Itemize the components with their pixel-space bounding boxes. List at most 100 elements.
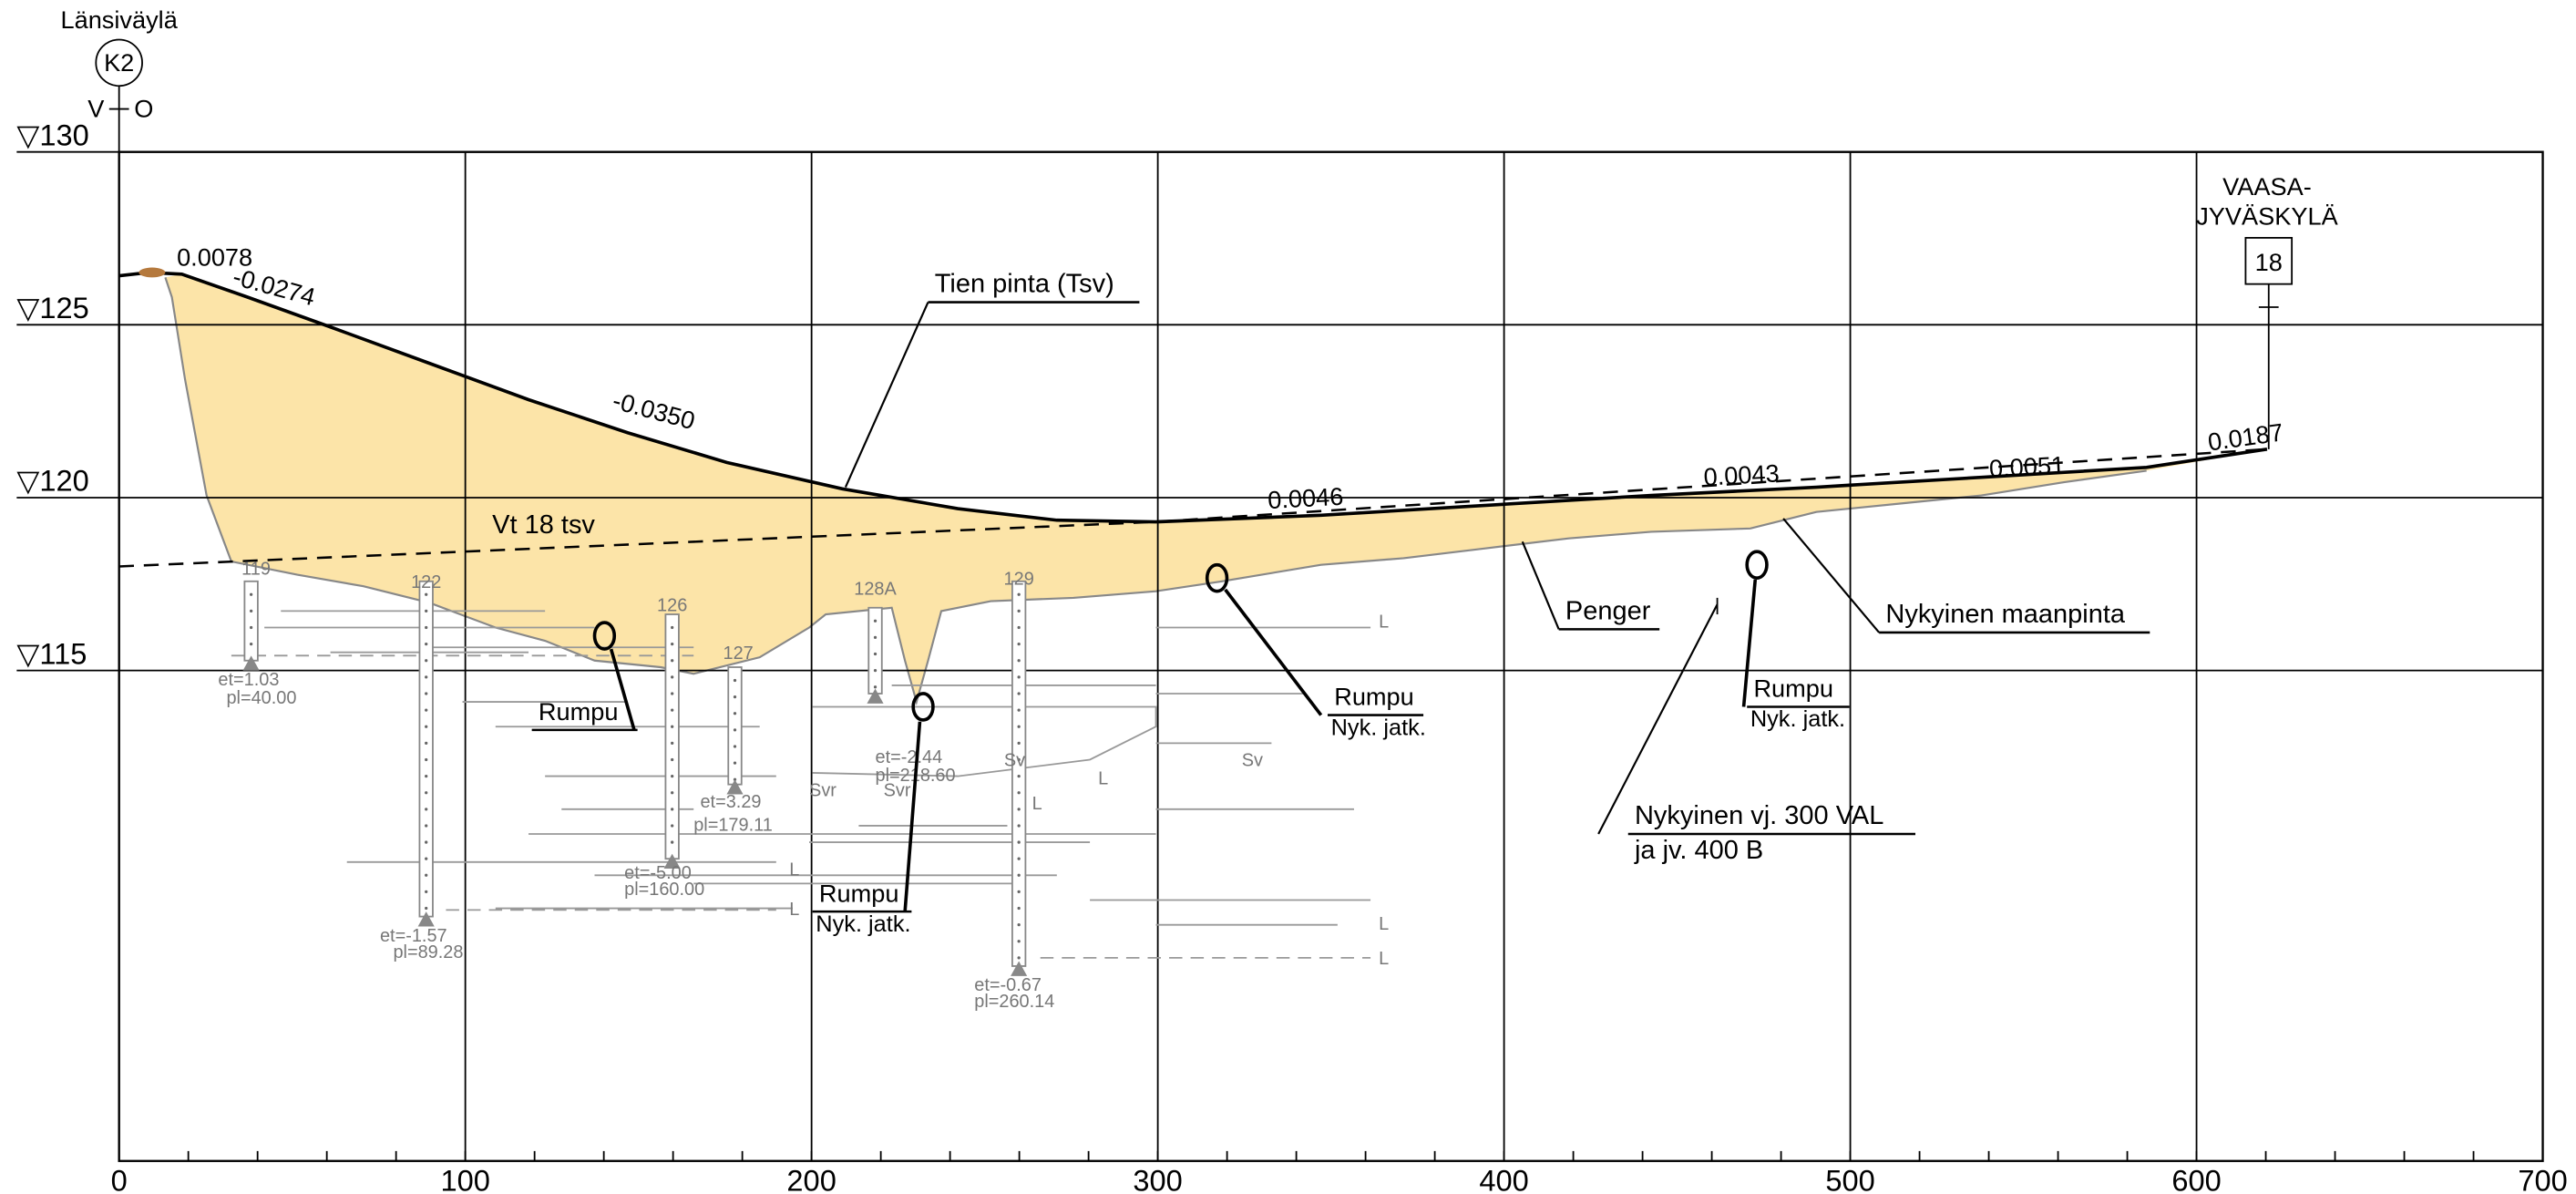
culvert-label: Rumpu (1753, 674, 1833, 703)
soil-label: L (1379, 612, 1389, 633)
x-tick-label: 600 (2171, 1163, 2221, 1194)
borehole-dot (873, 619, 877, 623)
slope-label: -0.0350 (610, 386, 698, 435)
embankment-label: Penger (1565, 596, 1651, 625)
borehole-dot (671, 625, 674, 630)
borehole-pl: pl=40.00 (226, 688, 296, 708)
culvert-note: Nyk. jatk. (816, 911, 910, 937)
borehole-dot (1017, 808, 1021, 811)
borehole-dot (733, 728, 737, 732)
culvert-note: Nyk. jatk. (1331, 715, 1426, 740)
borehole-dot (733, 745, 737, 748)
crossing-label: ja jv. 400 B (1634, 836, 1763, 865)
borehole-dot (249, 609, 253, 613)
borehole-end (663, 853, 681, 870)
right-road-name: JYVÄSKYLÄ (2196, 201, 2338, 230)
soil-label: Sv (1004, 751, 1025, 771)
fill-area (165, 273, 2267, 703)
soil-label: L (1379, 949, 1389, 969)
culvert-leader (1741, 579, 1758, 707)
borehole-dot (425, 808, 428, 811)
borehole-dot (1017, 890, 1021, 894)
borehole (418, 580, 434, 918)
slope-label: 0.0046 (1267, 482, 1344, 514)
left-o: O (134, 95, 153, 123)
borehole-dot (425, 741, 428, 745)
culvert-leader (609, 648, 636, 731)
borehole-dot (425, 857, 428, 860)
borehole-dot (1017, 675, 1021, 679)
embankment-label-leader (1521, 540, 1560, 630)
borehole-dot (873, 685, 877, 689)
right-badge: 18 (2255, 248, 2283, 276)
borehole-et: et=-0.67 (974, 975, 1042, 995)
borehole-dot (425, 824, 428, 828)
borehole-dot (671, 774, 674, 778)
borehole-dot (425, 625, 428, 630)
culvert-note: Nyk. jatk. (1750, 706, 1845, 732)
borehole-dot (425, 890, 428, 894)
borehole-end (867, 688, 884, 704)
culvert-label: Rumpu (1334, 683, 1414, 711)
borehole-et: et=3.29 (700, 792, 761, 812)
borehole-dot (671, 791, 674, 795)
y-tick-label: ▽115 (16, 636, 87, 670)
left-badge: K2 (104, 48, 134, 77)
borehole-dot (873, 635, 877, 640)
right-road-name: VAASA- (2222, 172, 2312, 201)
borehole-id: 128A (854, 579, 897, 599)
borehole-end (417, 911, 435, 927)
soil-label: L (1098, 769, 1108, 789)
slope-label: 0.0051 (1988, 450, 2066, 482)
culvert (911, 692, 935, 722)
left-v: V (87, 95, 104, 123)
x-tick-label: 100 (440, 1163, 489, 1194)
borehole-dot (425, 873, 428, 877)
borehole-dot (1017, 659, 1021, 663)
crossing-label: Nykyinen vj. 300 VAL (1635, 801, 1883, 830)
borehole-dot (1017, 857, 1021, 860)
borehole-dot (425, 643, 428, 646)
borehole-dot (1017, 643, 1021, 646)
soil-label: L (789, 900, 799, 920)
borehole-dot (671, 659, 674, 663)
culvert-label: Rumpu (539, 697, 619, 726)
culvert (1205, 562, 1229, 593)
road-surface (118, 271, 2268, 524)
borehole-pl: pl=179.11 (693, 815, 773, 835)
slope-label: 0.0078 (177, 243, 252, 272)
borehole-dot (425, 840, 428, 844)
soil-outline (812, 705, 1157, 777)
borehole-dot (733, 695, 737, 699)
borehole (664, 613, 680, 860)
existing-ground (164, 277, 2147, 706)
borehole-dot (1017, 708, 1021, 712)
borehole-dot (1017, 592, 1021, 596)
borehole-id: 127 (724, 643, 754, 664)
frame (118, 150, 2544, 1162)
borehole-dot (425, 609, 428, 613)
borehole-dot (733, 712, 737, 715)
borehole-pl: pl=260.14 (974, 992, 1054, 1012)
borehole-dot (425, 791, 428, 795)
borehole-dot (1017, 824, 1021, 828)
soil-label: L (1379, 914, 1389, 934)
soil-label: L (1032, 794, 1042, 814)
borehole-dot (671, 757, 674, 762)
x-tick-label: 500 (1825, 1163, 1874, 1194)
borehole-et: et=-2.44 (876, 747, 943, 767)
soil-label: Svr (884, 780, 911, 800)
borehole-dot (733, 777, 737, 781)
borehole-dot (425, 659, 428, 663)
borehole-id: 122 (411, 572, 441, 592)
x-tick-label: 700 (2518, 1163, 2567, 1194)
borehole-dot (425, 774, 428, 778)
culvert-leader (1224, 588, 1323, 716)
borehole-dot (249, 643, 253, 646)
borehole-id: 126 (657, 595, 687, 615)
borehole-pl: pl=160.00 (624, 880, 704, 900)
culvert-leader (903, 721, 922, 912)
borehole-et: et=-1.57 (380, 926, 447, 946)
